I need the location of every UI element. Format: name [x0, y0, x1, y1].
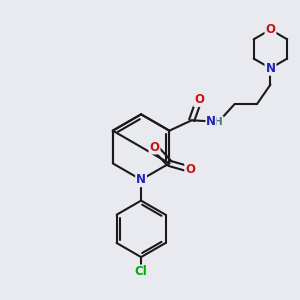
- Text: O: O: [194, 93, 204, 106]
- Text: N: N: [136, 173, 146, 186]
- Text: N: N: [266, 62, 275, 75]
- Text: O: O: [185, 163, 195, 176]
- Text: O: O: [149, 140, 160, 154]
- Text: O: O: [266, 23, 275, 36]
- Text: Cl: Cl: [135, 266, 148, 278]
- Text: H: H: [214, 117, 223, 127]
- Text: N: N: [206, 115, 216, 128]
